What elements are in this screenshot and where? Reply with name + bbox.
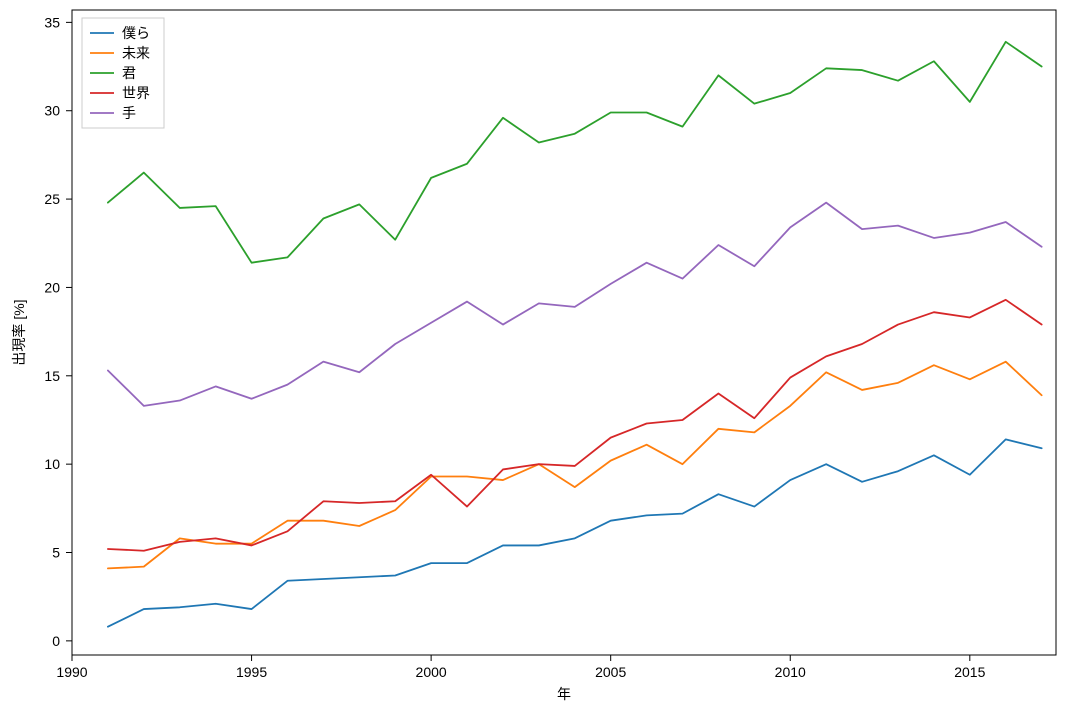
- xtick-label: 2010: [775, 664, 806, 680]
- ytick-label: 30: [44, 103, 60, 119]
- legend-label-2: 君: [122, 65, 136, 81]
- xtick-label: 1995: [236, 664, 267, 680]
- series-line-2: [108, 42, 1042, 263]
- line-chart: 1990 1995 2000 2005 2010 2015 0 5 10 15 20 25 30 35 年 出…: [0, 0, 1068, 713]
- series-line-4: [108, 203, 1042, 406]
- legend-label-3: 世界: [122, 85, 150, 101]
- ytick-label: 20: [44, 279, 60, 295]
- legend-label-0: 僕ら: [122, 25, 150, 41]
- legend-label-4: 手: [122, 105, 136, 121]
- series-line-0: [108, 439, 1042, 626]
- x-axis-label: 年: [557, 686, 571, 702]
- ytick-label: 10: [44, 456, 60, 472]
- xtick-label: 1990: [56, 664, 87, 680]
- ytick-label: 0: [52, 633, 60, 649]
- legend-label-1: 未来: [122, 45, 150, 61]
- chart-svg: 1990 1995 2000 2005 2010 2015 0 5 10 15 20 25 30 35 年 出…: [0, 0, 1068, 713]
- xtick-label: 2015: [954, 664, 985, 680]
- y-axis-label: 出現率 [%]: [11, 299, 27, 365]
- ytick-label: 5: [52, 545, 60, 561]
- series-line-3: [108, 300, 1042, 551]
- ytick-label: 25: [44, 191, 60, 207]
- xtick-label: 2000: [416, 664, 447, 680]
- ytick-label: 15: [44, 368, 60, 384]
- xtick-label: 2005: [595, 664, 626, 680]
- ytick-label: 35: [44, 14, 60, 30]
- plot-border: [72, 10, 1056, 655]
